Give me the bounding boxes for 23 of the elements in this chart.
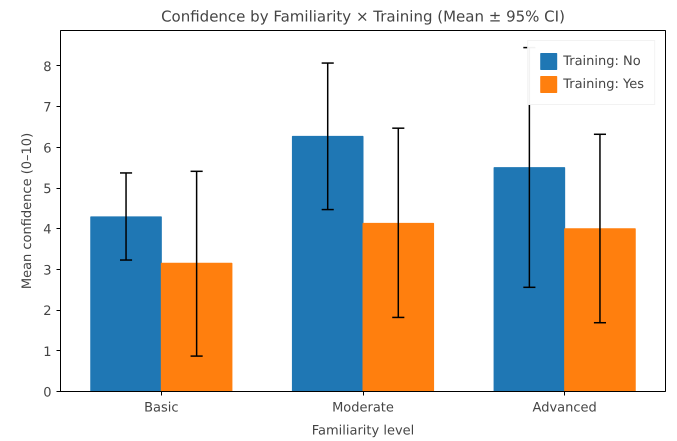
y-tick-label: 3 (43, 263, 52, 278)
y-tick-label: 7 (43, 100, 52, 116)
x-tick-label: Advanced (532, 400, 597, 416)
x-axis-title: Familiarity level (312, 424, 414, 438)
y-tick-label: 1 (43, 344, 52, 360)
bar (90, 216, 162, 392)
bar (362, 222, 434, 392)
y-tick-label: 5 (43, 182, 52, 198)
chart-title: Confidence by Familiarity × Training (Mean ± 95% CI) (161, 8, 565, 26)
legend-label: Training: Yes (563, 76, 644, 92)
y-tick-label: 2 (43, 304, 52, 320)
bar (564, 228, 636, 392)
x-tick-label: Moderate (332, 400, 394, 416)
y-tick-label: 6 (43, 141, 52, 156)
x-tick-label: Basic (144, 400, 179, 416)
y-tick-label: 8 (43, 60, 52, 75)
legend-label: Training: No (563, 54, 641, 68)
y-tick-label: 0 (43, 386, 52, 400)
y-tick-label: 4 (43, 222, 52, 238)
bar (494, 167, 566, 392)
bar (160, 262, 232, 392)
y-axis-title: Mean confidence (0–10) (20, 132, 36, 290)
bar (292, 136, 364, 392)
